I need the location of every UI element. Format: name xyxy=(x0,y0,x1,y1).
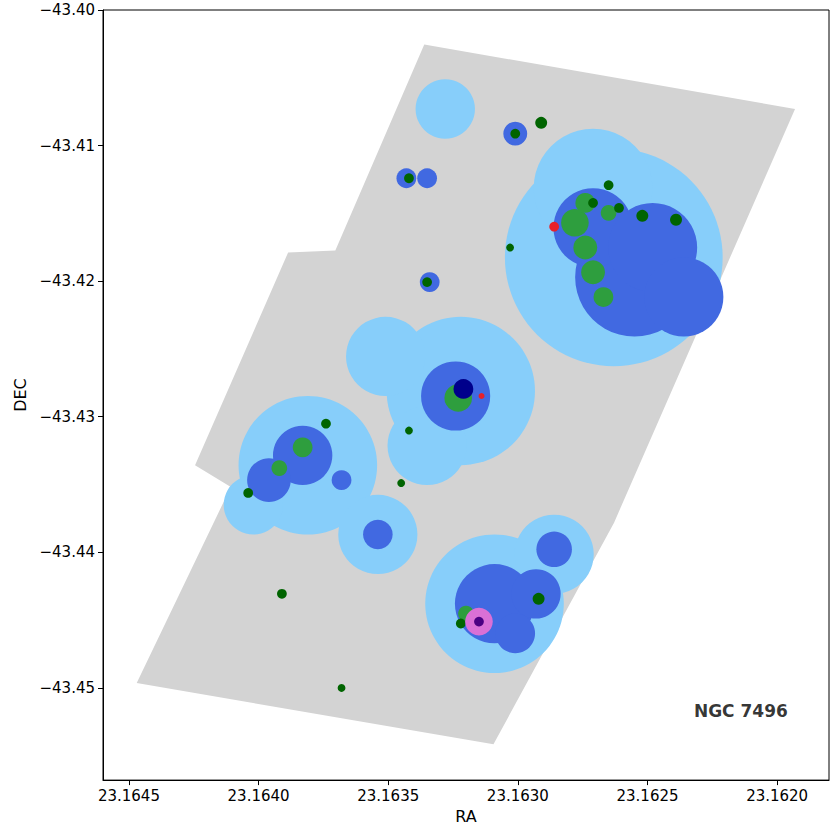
svg-text:RA: RA xyxy=(455,807,476,826)
svg-text:−43.42: −43.42 xyxy=(39,272,95,290)
svg-text:−43.43: −43.43 xyxy=(39,408,95,426)
svg-text:23.1625: 23.1625 xyxy=(616,787,678,805)
svg-text:23.1620: 23.1620 xyxy=(746,787,808,805)
svg-text:23.1640: 23.1640 xyxy=(228,787,290,805)
svg-text:−43.40: −43.40 xyxy=(39,1,95,19)
svg-text:−43.45: −43.45 xyxy=(39,679,95,697)
svg-text:NGC 7496: NGC 7496 xyxy=(694,701,788,721)
svg-text:−43.41: −43.41 xyxy=(39,137,95,155)
svg-text:DEC: DEC xyxy=(11,378,30,412)
svg-text:23.1645: 23.1645 xyxy=(98,787,160,805)
svg-text:−43.44: −43.44 xyxy=(39,543,95,561)
svg-text:23.1635: 23.1635 xyxy=(357,787,419,805)
svg-text:23.1630: 23.1630 xyxy=(487,787,549,805)
